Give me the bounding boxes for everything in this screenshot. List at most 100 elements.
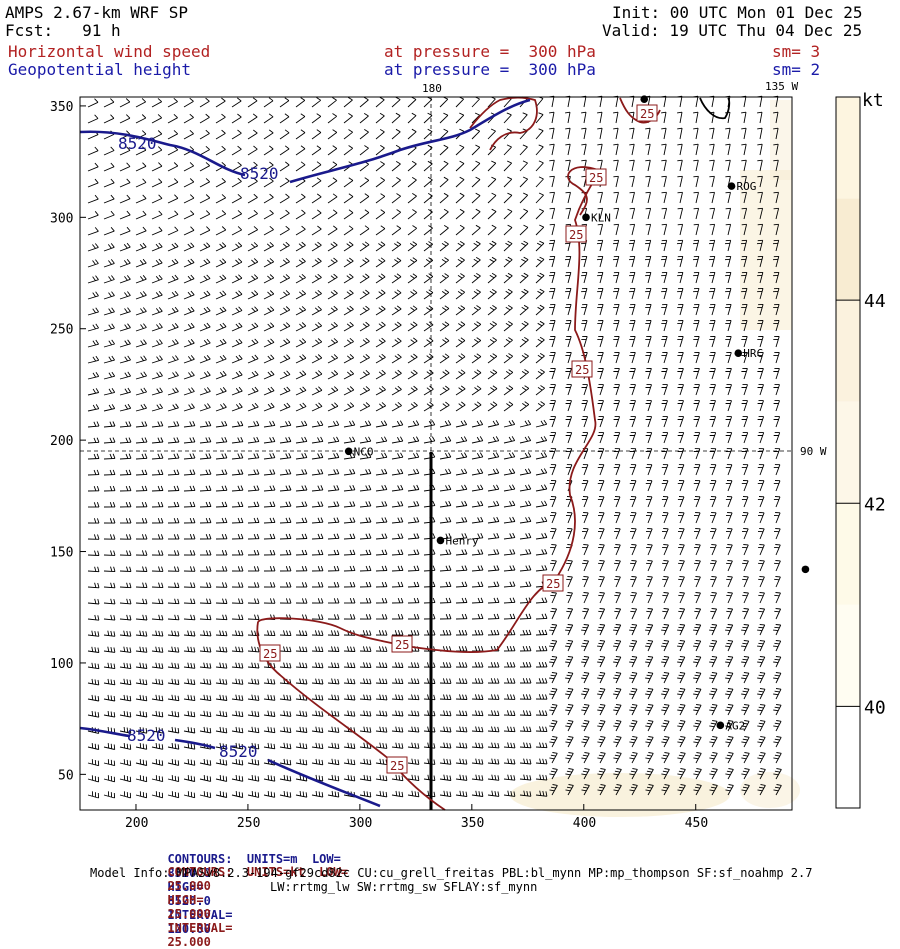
wind-barb bbox=[216, 311, 226, 315]
wind-barb bbox=[392, 293, 401, 299]
wind-barb-flags bbox=[206, 195, 210, 199]
wind-barb-flags bbox=[444, 727, 451, 732]
wind-barb bbox=[328, 245, 337, 251]
wind-barb-flags bbox=[526, 614, 531, 619]
wind-barb bbox=[488, 473, 499, 475]
wind-barb bbox=[648, 272, 651, 283]
wind-barb-flags bbox=[110, 518, 115, 523]
wind-barb bbox=[456, 373, 465, 379]
station-dot bbox=[802, 566, 810, 574]
wind-barb bbox=[504, 195, 512, 203]
wind-barb-flags bbox=[597, 160, 602, 161]
wind-barb bbox=[296, 294, 306, 299]
wind-barb-flags bbox=[428, 226, 432, 229]
wind-barb bbox=[344, 148, 353, 155]
wind-barb-flags bbox=[127, 567, 132, 572]
wind-barb-flags bbox=[190, 470, 195, 475]
wind-barb bbox=[360, 390, 370, 395]
wind-barb bbox=[312, 474, 323, 475]
wind-barb bbox=[472, 489, 483, 491]
wind-barb bbox=[440, 425, 451, 427]
wind-barb-flags bbox=[566, 192, 571, 193]
wind-barb-flags bbox=[175, 599, 179, 604]
wind-barb bbox=[536, 441, 547, 444]
wind-barb bbox=[536, 147, 543, 155]
wind-barb-flags bbox=[414, 534, 419, 539]
wind-barb bbox=[664, 481, 668, 491]
wind-barb bbox=[136, 587, 147, 588]
wind-barb bbox=[632, 353, 635, 364]
wind-barb-flags bbox=[444, 145, 448, 147]
wind-barb-flags bbox=[581, 112, 586, 113]
wind-barb bbox=[552, 401, 556, 411]
wind-barb bbox=[248, 391, 258, 395]
wind-barb-flags bbox=[174, 502, 179, 507]
wind-barb bbox=[552, 96, 554, 107]
wind-barb bbox=[616, 417, 620, 427]
wind-barb bbox=[600, 256, 603, 267]
wind-barb bbox=[360, 132, 369, 139]
wind-barb bbox=[360, 425, 371, 427]
wind-barb-flags bbox=[300, 727, 307, 733]
wind-barb bbox=[504, 457, 515, 459]
wind-barb-flags bbox=[174, 518, 179, 523]
wind-barb bbox=[200, 408, 210, 412]
wind-barb bbox=[360, 731, 371, 732]
wind-barb bbox=[776, 593, 781, 603]
wind-barb bbox=[104, 651, 115, 652]
wind-barb-flags bbox=[318, 534, 323, 539]
wind-barb-flags bbox=[507, 662, 515, 667]
wind-barb bbox=[120, 312, 131, 315]
wind-barb bbox=[552, 240, 555, 251]
wind-barb bbox=[184, 214, 194, 219]
wind-barb bbox=[632, 529, 636, 539]
wind-barbs bbox=[88, 96, 781, 798]
wind-barb bbox=[184, 343, 194, 347]
wind-barb-flags bbox=[613, 112, 618, 113]
wind-barb bbox=[392, 406, 402, 411]
wind-barb bbox=[376, 571, 387, 572]
wind-barb-flags bbox=[238, 582, 243, 587]
wind-barb bbox=[552, 369, 555, 380]
wind-barb-flags bbox=[380, 113, 384, 116]
wind-barb bbox=[296, 149, 305, 155]
wind-barb bbox=[120, 183, 130, 187]
wind-barb bbox=[504, 211, 512, 219]
wind-barb bbox=[648, 625, 653, 635]
wind-barb bbox=[168, 214, 178, 219]
wind-barb bbox=[712, 176, 714, 187]
wind-barb-flags bbox=[332, 727, 339, 733]
wind-barb bbox=[536, 473, 547, 475]
wind-barb bbox=[680, 465, 684, 475]
wind-barb bbox=[232, 359, 242, 363]
wind-barb-flags bbox=[174, 179, 178, 183]
wind-barb-flags bbox=[460, 727, 467, 732]
wind-barb bbox=[488, 538, 499, 539]
wind-barb bbox=[184, 198, 194, 203]
wind-barb bbox=[408, 473, 419, 475]
wind-barb-flags bbox=[366, 614, 371, 619]
wind-barb bbox=[392, 180, 401, 187]
wind-barb-flags bbox=[317, 226, 321, 229]
wind-barb-flags bbox=[174, 421, 179, 426]
wind-barb-flags bbox=[206, 114, 210, 117]
wind-barb bbox=[200, 699, 211, 701]
speed-label: 25 bbox=[395, 638, 409, 652]
speed-high-label: HIGH= bbox=[167, 893, 203, 907]
wind-barb bbox=[264, 262, 274, 267]
wind-barb bbox=[408, 490, 419, 492]
wind-barb bbox=[280, 635, 291, 636]
wind-barb bbox=[312, 261, 321, 267]
wind-barb-flags bbox=[475, 646, 483, 651]
wind-barb-flags bbox=[459, 662, 467, 667]
wind-barb bbox=[328, 310, 338, 316]
wind-barb bbox=[392, 309, 401, 315]
wind-barb bbox=[632, 497, 636, 507]
wind-barb bbox=[280, 310, 290, 315]
wind-barb bbox=[648, 609, 653, 619]
wind-barb bbox=[664, 449, 668, 459]
wind-barb bbox=[600, 609, 605, 619]
wind-barb bbox=[264, 342, 274, 347]
wind-barb bbox=[776, 625, 781, 635]
